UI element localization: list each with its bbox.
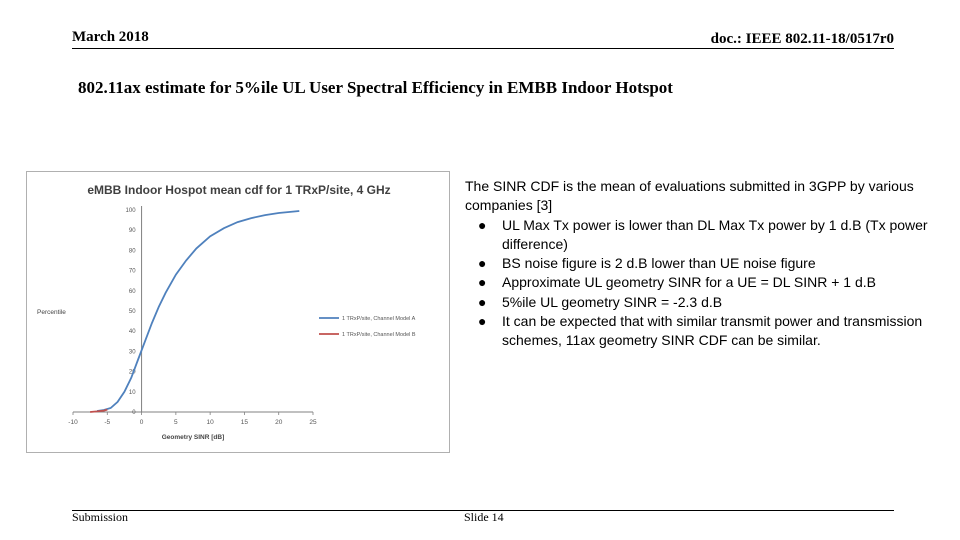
chart-title: eMBB Indoor Hospot mean cdf for 1 TRxP/s… (87, 183, 390, 197)
footer-rule (72, 510, 894, 511)
bullet-item: ● BS noise figure is 2 d.B lower than UE … (465, 254, 935, 273)
y-tick-label: 10 (129, 390, 136, 396)
x-axis-label: Geometry SINR [dB] (162, 434, 224, 441)
x-tick-label: -10 (68, 419, 78, 426)
bullet-icon: ● (478, 293, 487, 310)
slide-title: 802.11ax estimate for 5%ile UL User Spec… (78, 78, 673, 97)
x-tick-label: 0 (140, 419, 144, 426)
x-tick-label: -5 (104, 419, 110, 426)
bullet-icon: ● (478, 255, 487, 272)
body-intro: The SINR CDF is the mean of evaluations … (465, 178, 914, 214)
chart-image: eMBB Indoor Hospot mean cdf for 1 TRxP/s… (26, 171, 450, 453)
bullet-icon: ● (478, 274, 487, 291)
bullet-list: ● UL Max Tx power is lower than DL Max Tx… (465, 216, 935, 351)
y-tick-label: 0 (132, 410, 136, 416)
y-tick-label: 50 (129, 309, 136, 315)
y-tick-label: 70 (129, 269, 136, 275)
bullet-item: ● It can be expected that with similar tr… (478, 313, 923, 349)
bullet-item: ● UL Max Tx power is lower than DL Max Tx… (478, 216, 928, 252)
y-tick-label: 80 (129, 248, 136, 254)
header-date: March 2018 (72, 29, 149, 45)
y-axis-label: Percentile (37, 309, 66, 316)
footer-slide-number: Slide 14 (464, 510, 504, 524)
y-tick-label: 100 (126, 208, 137, 214)
x-tick-label: 20 (275, 419, 283, 426)
bullet-icon: ● (478, 313, 487, 330)
footer-submission: Submission (72, 510, 129, 524)
x-tick-label: 25 (309, 419, 317, 426)
bullet-icon: ● (478, 216, 487, 233)
y-tick-label: 30 (129, 349, 136, 355)
x-tick-label: 5 (174, 419, 178, 426)
legend-label-1: 1 TRxP/site, Channel Model A (342, 316, 416, 322)
series-line-1 (96, 210, 300, 412)
header-doc-id: doc.: IEEE 802.11-18/0517r0 (710, 31, 894, 47)
bullet-item: ● Approximate UL geometry SINR for a UE =… (465, 273, 935, 292)
body-text: The SINR CDF is the mean of evaluations … (465, 177, 935, 351)
y-tick-label: 40 (129, 329, 136, 335)
x-tick-label: 15 (241, 419, 249, 426)
cdf-chart: eMBB Indoor Hospot mean cdf for 1 TRxP/s… (37, 183, 416, 441)
y-tick-label: 90 (129, 228, 136, 234)
legend-label-2: 1 TRxP/site, Channel Model B (342, 332, 416, 338)
x-tick-label: 10 (207, 419, 215, 426)
y-tick-label: 60 (129, 289, 136, 295)
series-line-2 (90, 408, 108, 413)
bullet-item: ● 5%ile UL geometry SINR = -2.3 d.B (465, 293, 935, 312)
header-rule (72, 48, 894, 49)
